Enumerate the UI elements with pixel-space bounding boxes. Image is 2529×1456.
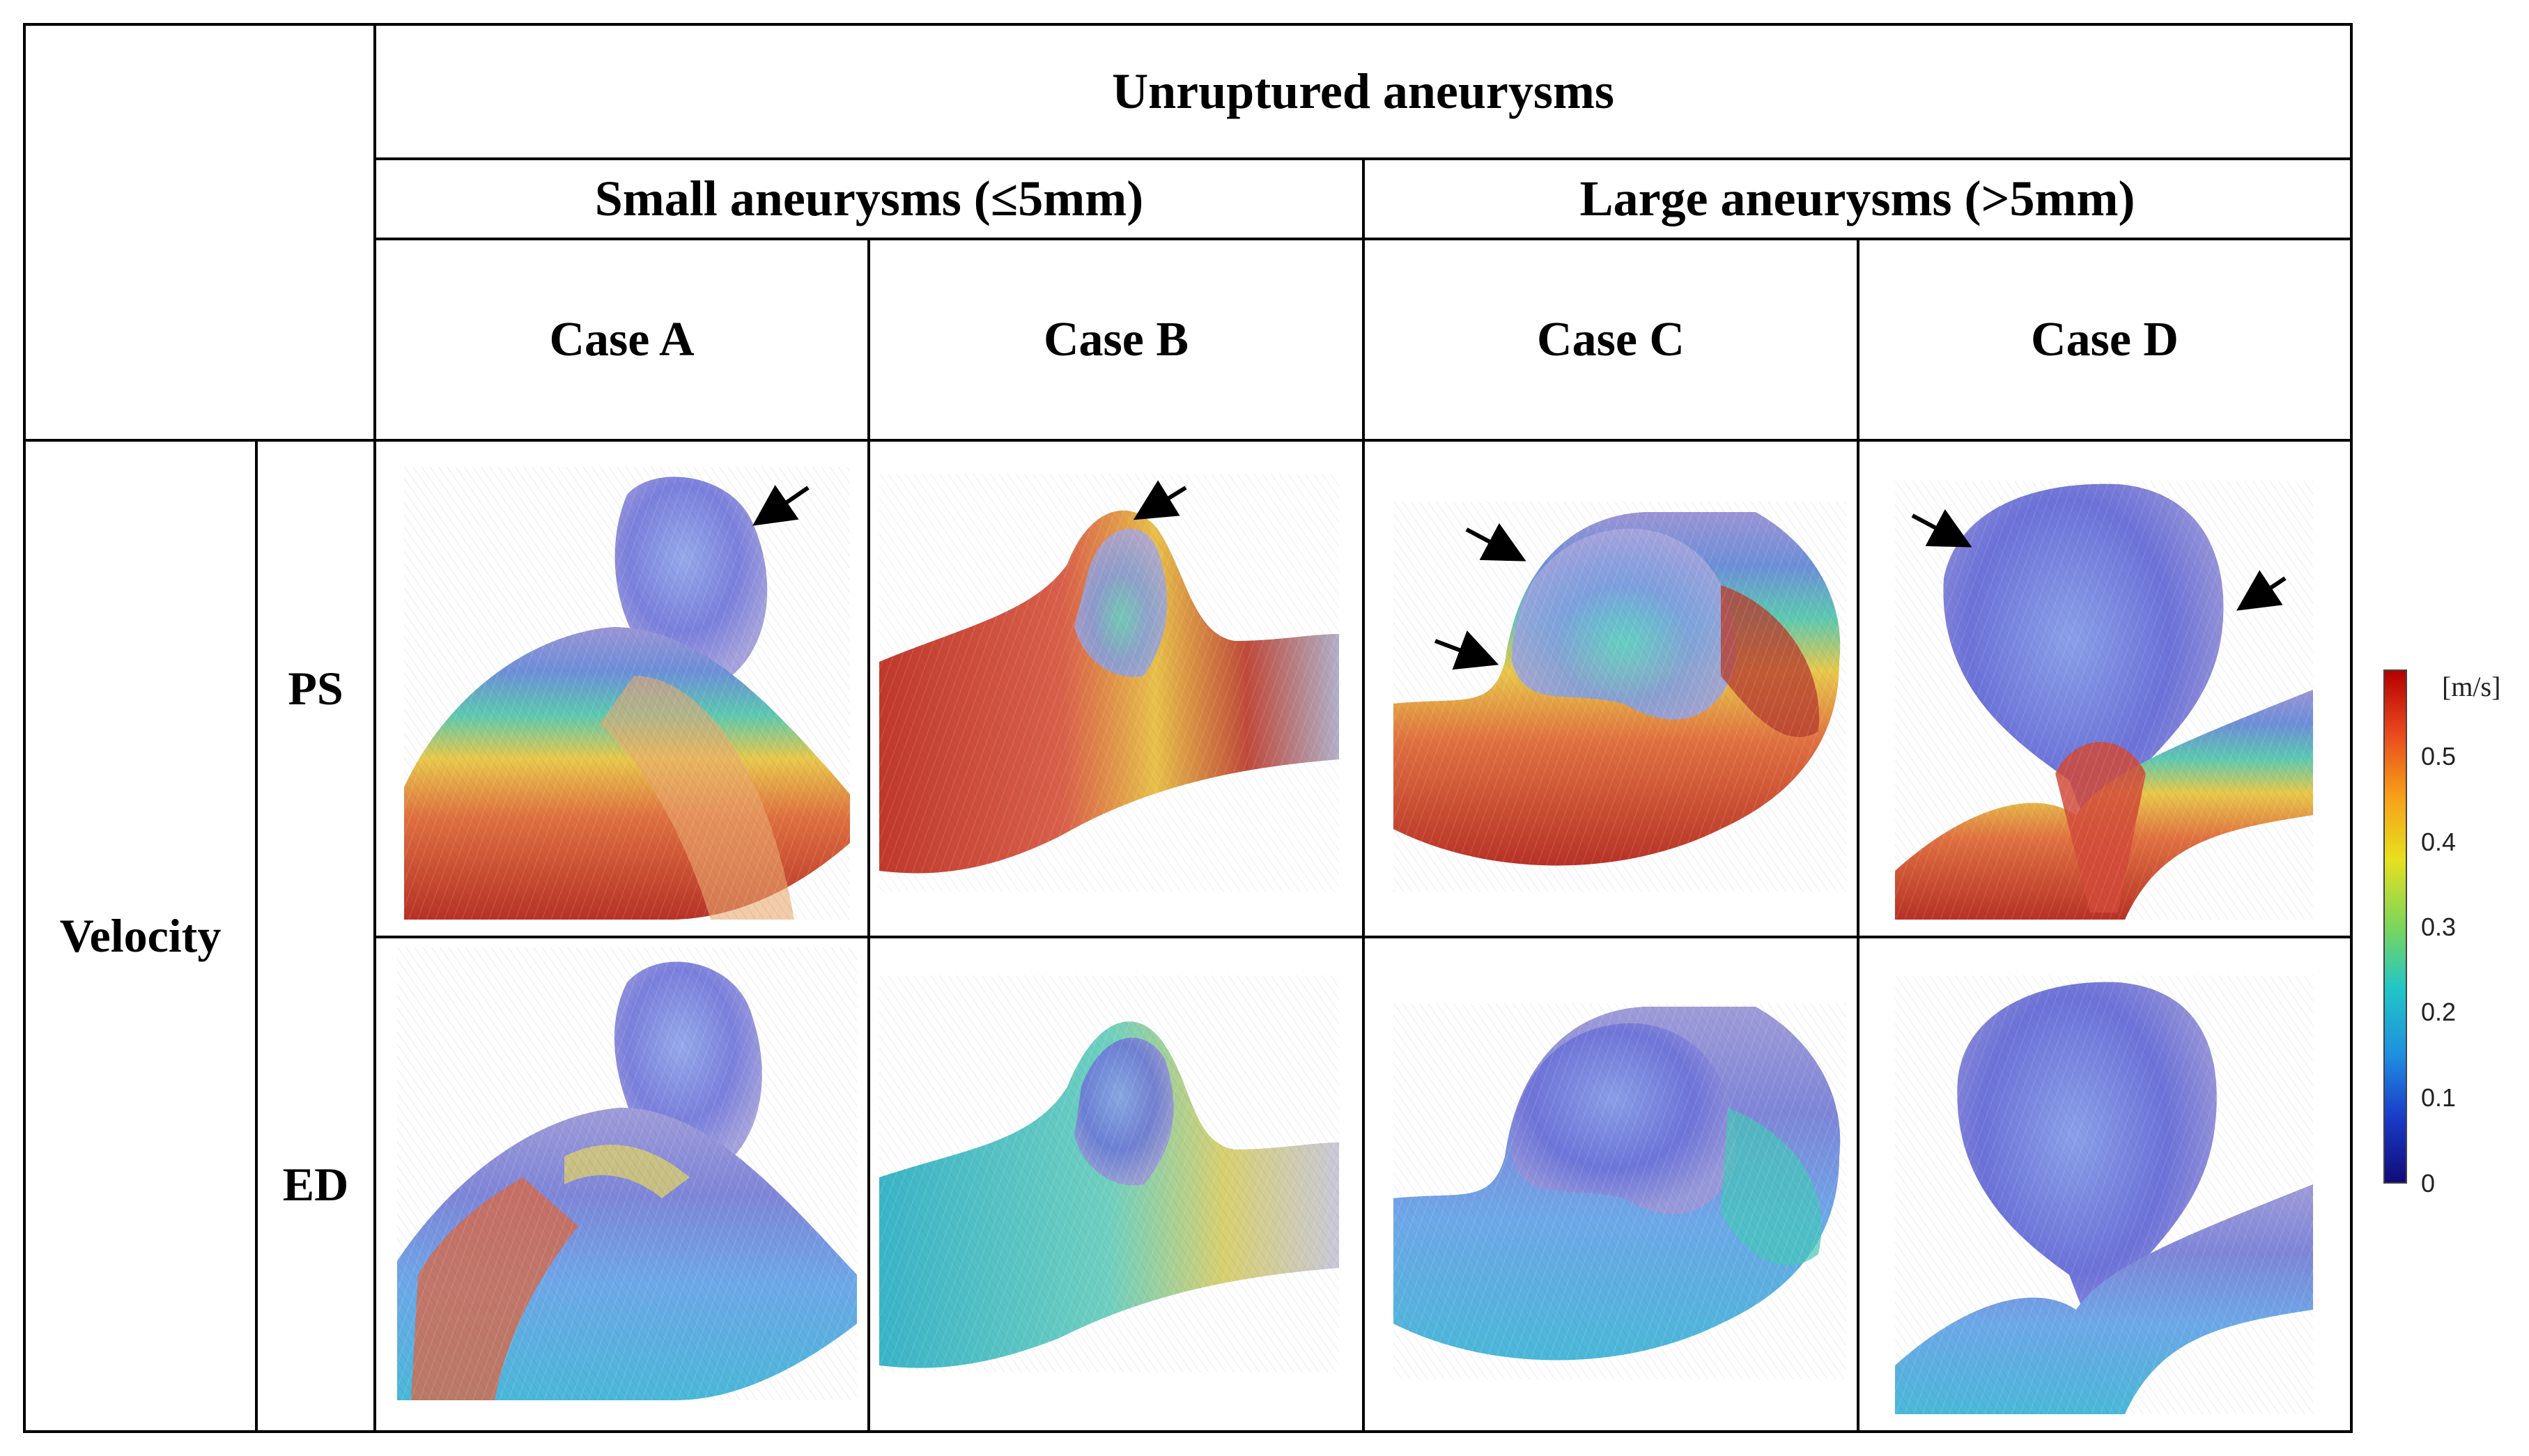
colorbar-tick: 0 bbox=[2421, 1169, 2436, 1198]
case-b-header: Case B bbox=[1043, 312, 1189, 366]
colorbar-unit: [m/s] bbox=[2442, 671, 2501, 702]
arrow-icon bbox=[1911, 509, 1972, 548]
panel-case-c-ps bbox=[1393, 502, 1846, 892]
arrow-icon bbox=[2236, 570, 2287, 611]
phase-ps-label: PS bbox=[288, 662, 343, 715]
colorbar bbox=[2383, 669, 2407, 1184]
arrow-icon bbox=[1434, 630, 1499, 670]
arrow-icon bbox=[1133, 480, 1187, 520]
case-c-header: Case C bbox=[1537, 312, 1685, 366]
panel-case-b-ed bbox=[879, 975, 1339, 1372]
panel-case-a-ed bbox=[397, 947, 857, 1400]
arrow-icon bbox=[752, 485, 810, 526]
panel-case-d-ed bbox=[1895, 975, 2313, 1414]
colorbar-tick: 0.2 bbox=[2421, 998, 2457, 1026]
case-a-header: Case A bbox=[549, 312, 695, 366]
group-header: Unruptured aneurysms bbox=[1112, 63, 1614, 119]
colorbar-tick: 0.4 bbox=[2421, 828, 2457, 856]
velocity-label: Velocity bbox=[59, 909, 222, 962]
subgroup-small: Small aneurysms (≤5mm) bbox=[594, 171, 1144, 226]
panel-case-a-ps bbox=[404, 467, 850, 920]
subgroup-large: Large aneurysms (>5mm) bbox=[1579, 171, 2135, 226]
arrow-icon bbox=[1465, 522, 1526, 562]
colorbar-tick: 0.5 bbox=[2421, 742, 2457, 770]
colorbar-tick: 0.3 bbox=[2421, 913, 2457, 941]
panel-case-b-ps bbox=[879, 474, 1339, 892]
phase-ed-label: ED bbox=[282, 1157, 349, 1211]
panel-case-d-ps bbox=[1895, 481, 2313, 920]
panel-case-c-ed bbox=[1393, 1003, 1846, 1379]
colorbar-tick: 0.1 bbox=[2421, 1083, 2457, 1112]
case-d-header: Case D bbox=[2031, 312, 2179, 366]
